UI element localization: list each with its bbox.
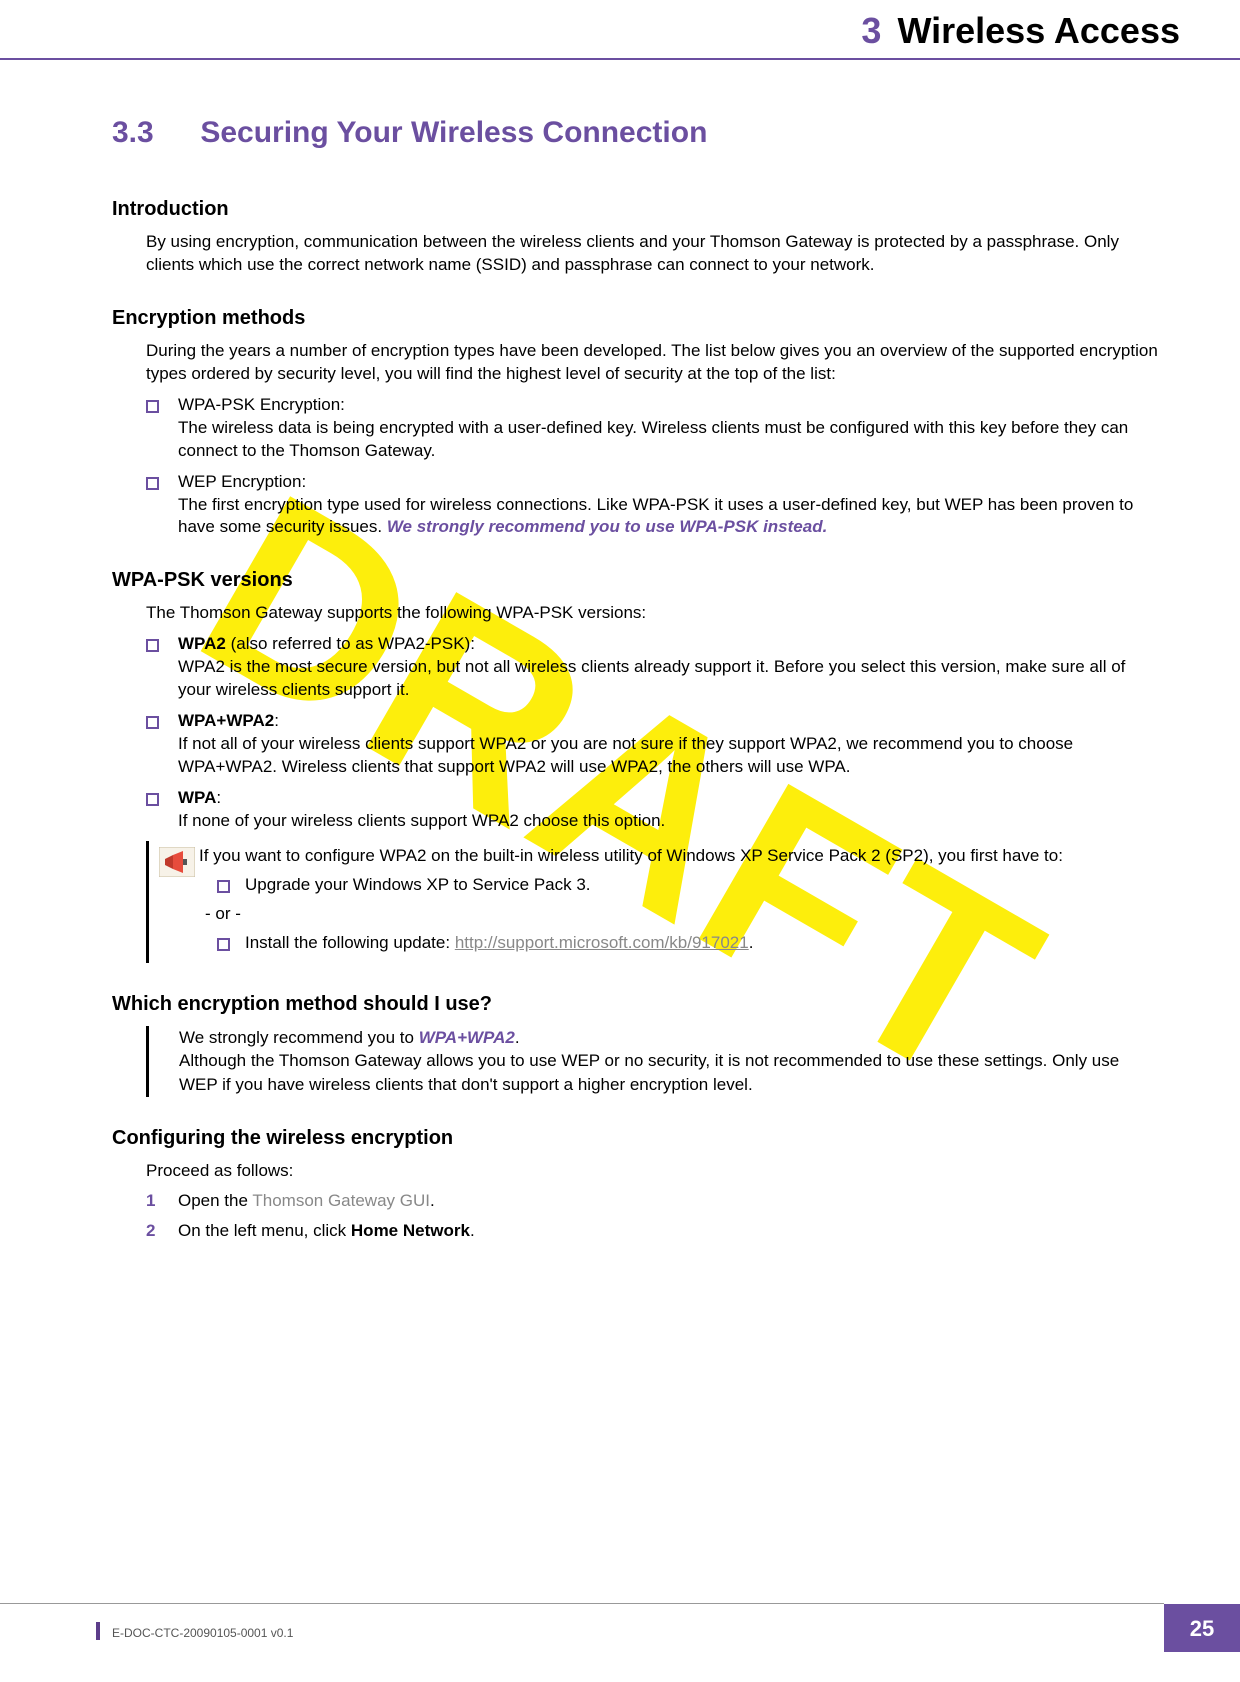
- item-bold: WPA2: [178, 634, 226, 653]
- megaphone-icon: [149, 841, 195, 963]
- footer-rule: [0, 1603, 1164, 1604]
- step-post: .: [430, 1191, 435, 1210]
- page-number: 25: [1164, 1604, 1240, 1652]
- item-title: WPA-PSK Encryption:: [178, 395, 345, 414]
- kb-link[interactable]: http://support.microsoft.com/kb/917021: [455, 933, 749, 952]
- item-body: WPA2 is the most secure version, but not…: [178, 657, 1125, 699]
- doc-id: E-DOC-CTC-20090105-0001 v0.1: [0, 1626, 293, 1652]
- wpa-lead: The Thomson Gateway supports the followi…: [146, 602, 1160, 625]
- which-em: WPA+WPA2: [419, 1028, 515, 1047]
- enc-lead: During the years a number of encryption …: [146, 340, 1160, 386]
- note-item: Upgrade your Windows XP to Service Pack …: [217, 874, 1063, 897]
- which-heading: Which encryption method should I use?: [112, 993, 1160, 1016]
- section-heading: Securing Your Wireless Connection: [200, 116, 707, 149]
- note-item-post: .: [749, 933, 754, 952]
- list-item: WPA-PSK Encryption: The wireless data is…: [146, 394, 1160, 463]
- note-list: Install the following update: http://sup…: [217, 932, 1063, 955]
- enc-heading: Encryption methods: [112, 307, 1160, 330]
- intro-body: By using encryption, communication betwe…: [146, 231, 1160, 277]
- step-bold: Home Network: [351, 1221, 470, 1240]
- list-item: WEP Encryption: The first encryption typ…: [146, 471, 1160, 540]
- note-list: Upgrade your Windows XP to Service Pack …: [217, 874, 1063, 897]
- wpa-heading: WPA-PSK versions: [112, 569, 1160, 592]
- section-number: 3.3: [112, 116, 192, 150]
- footer: E-DOC-CTC-20090105-0001 v0.1 25: [0, 1604, 1240, 1652]
- recommendation-block: We strongly recommend you to WPA+WPA2. A…: [146, 1026, 1160, 1097]
- item-after-bold: :: [216, 788, 221, 807]
- step-post: .: [470, 1221, 475, 1240]
- chapter-number: 3: [861, 10, 881, 51]
- item-body: If not all of your wireless clients supp…: [178, 734, 1073, 776]
- which-line1-pre: We strongly recommend you to: [179, 1028, 419, 1047]
- list-item: WPA2 (also referred to as WPA2-PSK): WPA…: [146, 633, 1160, 702]
- note-lead: If you want to configure WPA2 on the bui…: [199, 845, 1063, 868]
- enc-list: WPA-PSK Encryption: The wireless data is…: [146, 394, 1160, 540]
- chapter-header: 3 Wireless Access: [0, 0, 1240, 58]
- wpa-list: WPA2 (also referred to as WPA2-PSK): WPA…: [146, 633, 1160, 833]
- item-body: If none of your wireless clients support…: [178, 811, 665, 830]
- config-heading: Configuring the wireless encryption: [112, 1127, 1160, 1150]
- note-item-pre: Install the following update:: [245, 933, 455, 952]
- intro-heading: Introduction: [112, 198, 1160, 221]
- item-title: WEP Encryption:: [178, 472, 306, 491]
- which-line1-post: .: [515, 1028, 520, 1047]
- step-item: Open the Thomson Gateway GUI.: [146, 1189, 1160, 1213]
- section-title: 3.3 Securing Your Wireless Connection: [112, 116, 1160, 150]
- item-after-bold: :: [274, 711, 279, 730]
- chapter-title: Wireless Access: [897, 10, 1180, 51]
- config-steps: Open the Thomson Gateway GUI. On the lef…: [146, 1189, 1160, 1243]
- item-body: The wireless data is being encrypted wit…: [178, 418, 1128, 460]
- item-bold: WPA: [178, 788, 216, 807]
- config-lead: Proceed as follows:: [146, 1160, 1160, 1183]
- step-pre: Open the: [178, 1191, 252, 1210]
- list-item: WPA: If none of your wireless clients su…: [146, 787, 1160, 833]
- note-item: Install the following update: http://sup…: [217, 932, 1063, 955]
- step-gray: Thomson Gateway GUI: [252, 1191, 430, 1210]
- item-emphasis: We strongly recommend you to use WPA-PSK…: [387, 517, 828, 536]
- step-item: On the left menu, click Home Network.: [146, 1219, 1160, 1243]
- note-text: If you want to configure WPA2 on the bui…: [195, 841, 1063, 963]
- note-block: If you want to configure WPA2 on the bui…: [146, 841, 1160, 963]
- which-line2: Although the Thomson Gateway allows you …: [179, 1049, 1160, 1097]
- step-pre: On the left menu, click: [178, 1221, 351, 1240]
- item-bold: WPA+WPA2: [178, 711, 274, 730]
- note-or: - or -: [205, 903, 1063, 926]
- item-after-bold: (also referred to as WPA2-PSK):: [226, 634, 475, 653]
- list-item: WPA+WPA2: If not all of your wireless cl…: [146, 710, 1160, 779]
